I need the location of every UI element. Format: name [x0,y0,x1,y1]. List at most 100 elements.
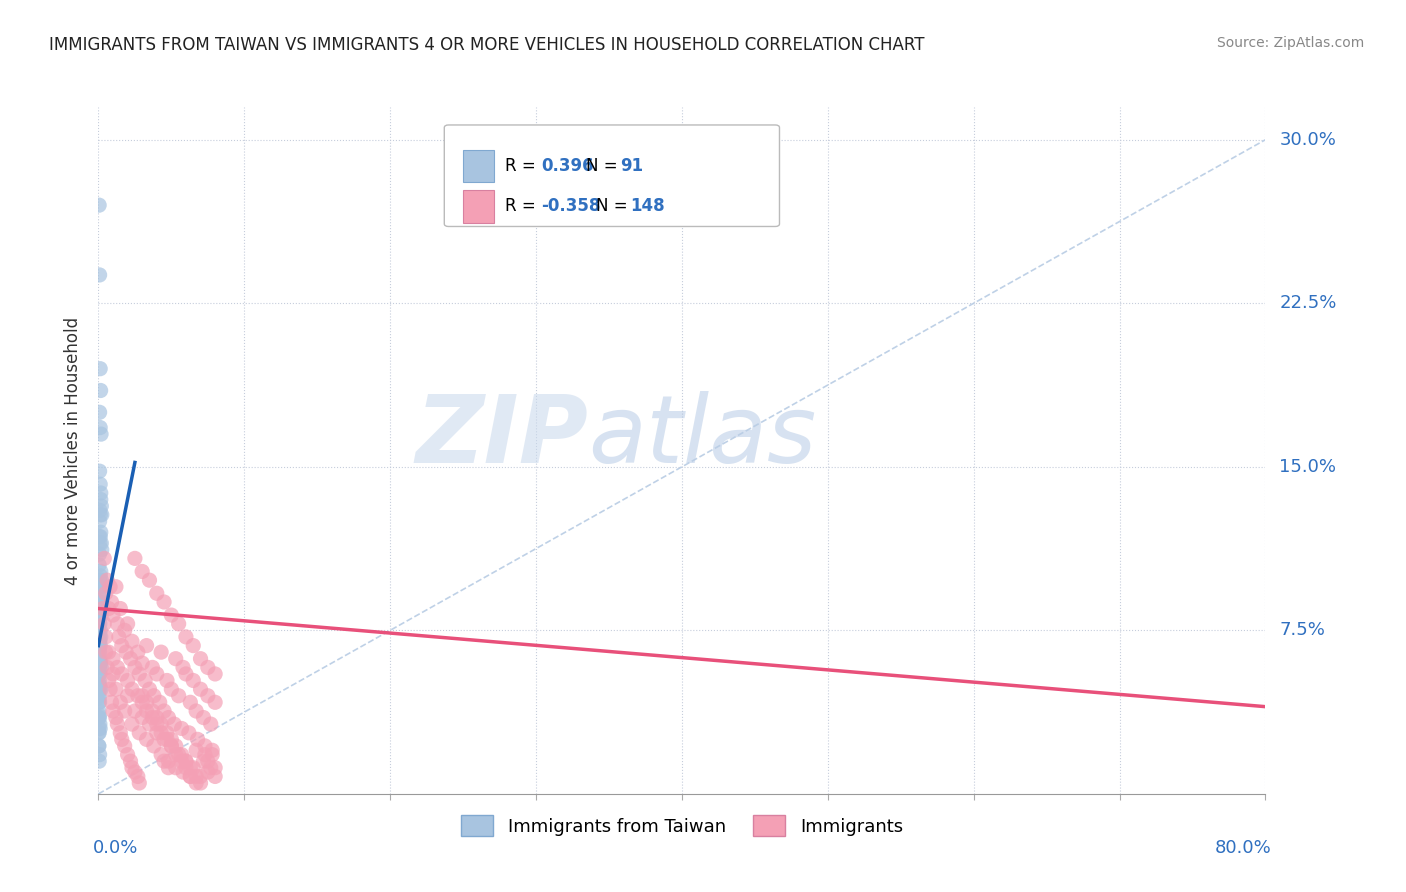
Point [121,717,143,731]
Point [89,405,111,419]
Point [121,682,143,697]
Point [181,761,204,775]
Point [97,673,120,688]
Point [87,710,110,724]
Point [127,645,149,659]
Point [89,634,111,648]
Point [134,673,156,688]
Point [193,710,215,724]
Point [157,761,180,775]
Point [89,591,111,605]
Point [141,710,163,724]
Point [89,612,111,626]
Point [90,608,112,623]
Point [194,739,217,753]
Point [146,667,169,681]
Point [160,739,183,753]
Point [117,616,139,631]
Point [186,743,208,757]
Point [174,667,197,681]
Point [89,268,111,282]
Point [90,630,112,644]
Point [124,660,146,674]
Point [108,630,131,644]
Point [96,660,118,674]
Point [110,695,132,709]
Point [141,660,163,674]
Point [89,667,111,681]
Point [146,710,169,724]
Point [87,639,110,653]
Point [186,776,208,790]
Point [94,630,117,644]
Point [193,754,215,768]
Point [89,464,111,478]
Point [87,667,110,681]
Point [90,580,112,594]
Point [89,616,111,631]
Point [89,361,111,376]
Text: IMMIGRANTS FROM TAIWAN VS IMMIGRANTS 4 OR MORE VEHICLES IN HOUSEHOLD CORRELATION: IMMIGRANTS FROM TAIWAN VS IMMIGRANTS 4 O… [49,36,925,54]
Point [197,765,219,780]
Point [156,673,179,688]
Point [142,739,165,753]
Point [90,486,112,500]
Point [89,678,111,692]
Point [200,761,222,775]
Point [170,722,193,736]
Text: R =: R = [505,157,541,175]
Point [89,547,111,561]
Point [170,754,193,768]
Point [89,530,111,544]
Point [190,776,212,790]
Point [90,656,112,670]
Point [90,682,112,697]
Text: 80.0%: 80.0% [1215,838,1271,856]
Point [181,673,204,688]
Point [110,726,132,740]
Point [89,708,111,723]
Point [114,704,136,718]
Point [135,732,157,747]
Point [93,551,115,566]
Point [87,651,110,665]
Point [101,651,124,665]
Text: 148: 148 [630,197,665,216]
Point [135,639,157,653]
Point [150,717,173,731]
Point [89,682,111,697]
Point [186,704,208,718]
Point [89,656,111,670]
Point [181,639,204,653]
Point [89,690,111,705]
Point [89,717,111,731]
Point [172,765,194,780]
Point [131,565,153,579]
Point [194,747,217,762]
Point [131,695,153,709]
Point [89,558,111,572]
Point [124,704,146,718]
Point [153,732,176,747]
Point [101,667,124,681]
Point [174,754,197,768]
Point [98,580,121,594]
Point [89,747,111,762]
Point [89,616,111,631]
Point [128,776,150,790]
Point [87,726,110,740]
Point [89,722,111,736]
Point [87,682,110,697]
Point [141,704,163,718]
Point [117,673,139,688]
Point [124,765,146,780]
Point [170,747,193,762]
Point [160,608,183,623]
Point [117,689,139,703]
Point [186,769,208,783]
Text: 0.396: 0.396 [541,157,593,175]
Point [89,639,111,653]
Point [150,726,173,740]
Point [135,704,157,718]
Text: Source: ZipAtlas.com: Source: ZipAtlas.com [1216,36,1364,50]
